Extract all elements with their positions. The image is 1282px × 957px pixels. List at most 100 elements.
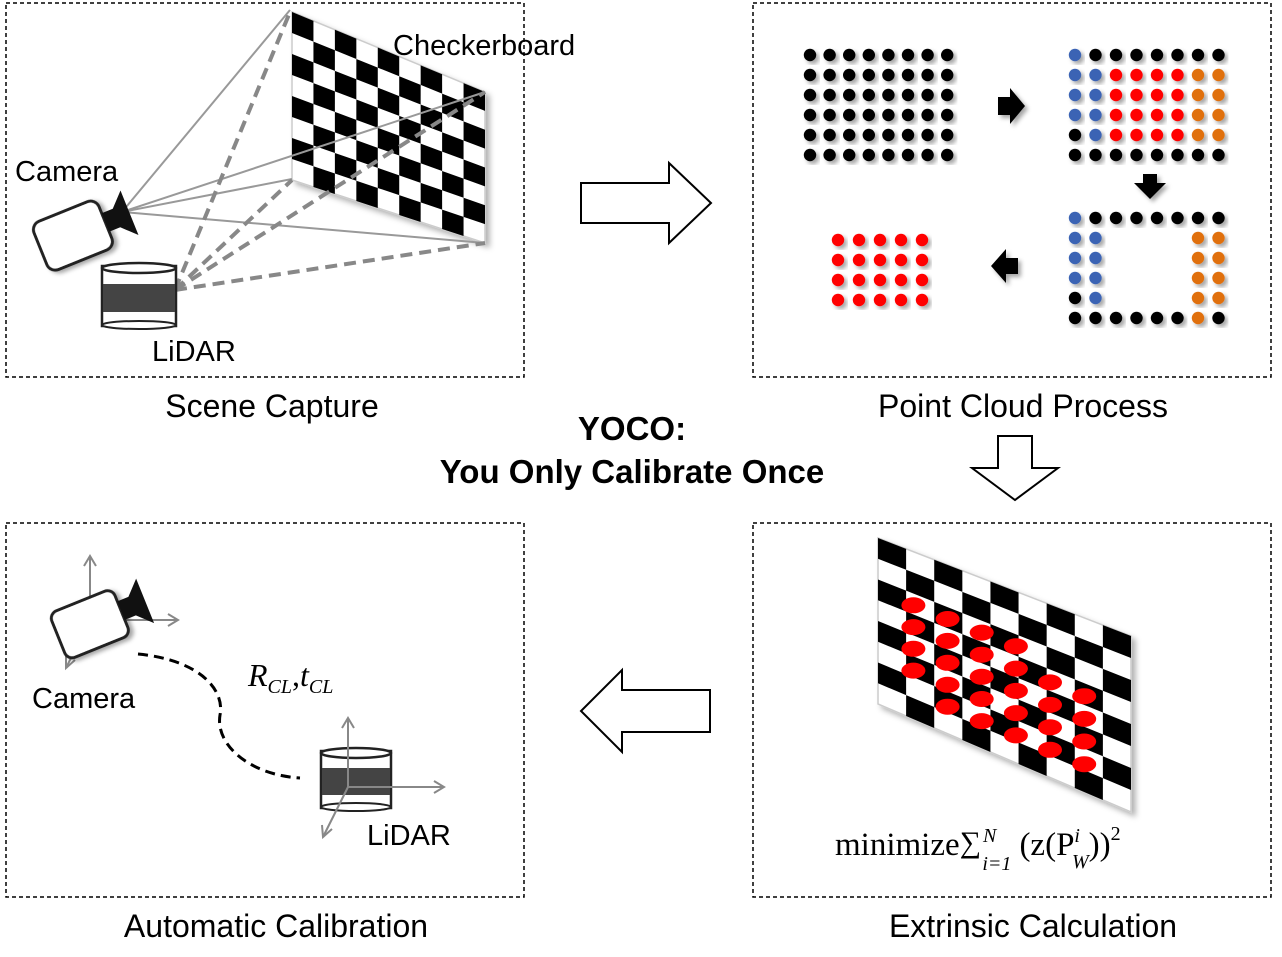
point [1212, 251, 1225, 265]
point [1212, 48, 1225, 62]
camera-rays [121, 9, 486, 244]
point [894, 253, 908, 267]
point [1212, 231, 1225, 245]
lidar-point [1003, 660, 1028, 677]
automatic-calibration-panel [5, 522, 525, 898]
point [1089, 108, 1102, 122]
point [1068, 211, 1082, 225]
scene-checkerboard-square [356, 58, 378, 88]
scene-capture-panel [5, 2, 525, 378]
point-cloud-process-panel [752, 2, 1272, 378]
point [1191, 68, 1205, 82]
point [862, 88, 875, 102]
lidar-point [969, 668, 994, 685]
point [1130, 311, 1143, 325]
point [882, 88, 895, 102]
point [941, 48, 954, 62]
point [1191, 291, 1205, 305]
point [1089, 271, 1102, 285]
point [1089, 231, 1102, 245]
point [901, 148, 915, 162]
raw-point-cloud [803, 48, 954, 162]
point [1109, 68, 1123, 82]
checkerboard-with-points [877, 536, 1132, 814]
arrow-down-icon [968, 435, 1062, 502]
point [882, 48, 895, 62]
camera-icon [31, 190, 139, 272]
scene-checkerboard-square [377, 87, 400, 116]
point [823, 88, 836, 102]
point [1171, 88, 1184, 102]
point [843, 88, 856, 102]
point [894, 233, 908, 247]
point [823, 68, 836, 82]
point [1212, 148, 1225, 162]
point [901, 108, 915, 122]
checkerboard-label: Checkerboard [393, 30, 575, 62]
point [882, 68, 895, 82]
point [1212, 128, 1225, 142]
lidar-point [901, 640, 926, 657]
point [1089, 311, 1102, 325]
extrinsic-checkerboard-square [1018, 613, 1047, 647]
lidar-point [1072, 756, 1097, 773]
point [1171, 211, 1184, 225]
point [1191, 108, 1205, 122]
scene-checkerboard-square [463, 159, 485, 187]
point [1150, 68, 1164, 82]
extrinsic-checkerboard-square [1074, 635, 1103, 669]
extrinsic-transform: RCL,tCL [247, 657, 333, 698]
lidar-point [935, 632, 960, 649]
arrow-left-small-icon [991, 249, 1018, 283]
scene-checkerboard-square [356, 140, 378, 168]
point [1068, 251, 1082, 265]
point [915, 253, 929, 267]
point [1109, 211, 1123, 225]
point [843, 48, 856, 62]
point [1089, 88, 1102, 102]
point [803, 108, 817, 122]
camera-label: Camera [15, 156, 119, 188]
checkerboard [291, 10, 486, 245]
scene-checkerboard-square [313, 41, 335, 71]
point [1191, 251, 1205, 265]
point [882, 148, 895, 162]
scene-checkerboard-square [356, 99, 378, 128]
point [1212, 311, 1225, 325]
extrinsic-checkerboard-square [1074, 766, 1103, 800]
point [843, 68, 856, 82]
scene-checkerboard-square [334, 70, 357, 100]
lidar-label: LiDAR [367, 820, 451, 852]
point [831, 273, 845, 287]
arrow-down-small-icon [1134, 174, 1166, 199]
extrinsic-calculation-panel [752, 522, 1272, 898]
point [1191, 311, 1205, 325]
point [831, 253, 845, 267]
point [873, 293, 887, 307]
point [823, 128, 836, 142]
point [1212, 211, 1225, 225]
lidar-point [969, 691, 994, 707]
point [1068, 108, 1082, 122]
point [921, 148, 934, 162]
extrinsic-checkerboard-square [906, 695, 935, 728]
point [803, 88, 817, 102]
point [941, 128, 954, 142]
point [1171, 48, 1184, 62]
point [1109, 48, 1123, 62]
point [1089, 291, 1102, 305]
board-point-cloud [831, 233, 929, 307]
point [1089, 251, 1102, 265]
lidar-point [969, 646, 994, 663]
point [1068, 88, 1082, 102]
point [1068, 148, 1082, 162]
point [915, 293, 929, 307]
lidar-rays [173, 11, 487, 292]
scene-checkerboard-square [399, 155, 421, 183]
point [921, 88, 934, 102]
edge-point-cloud [1068, 211, 1225, 325]
extrinsic-checkerboard-square [962, 718, 991, 752]
lidar-icon [100, 261, 178, 330]
scene-checkerboard-square [377, 167, 400, 196]
